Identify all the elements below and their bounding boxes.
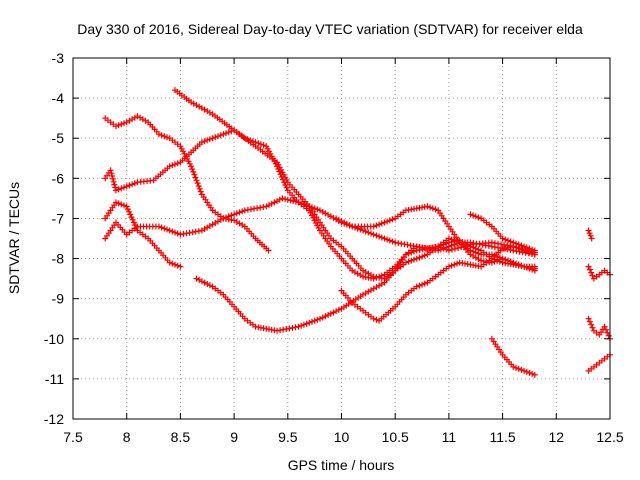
y-tick-label: -8 [52,251,65,267]
x-tick-label: 8.5 [171,429,191,445]
grid [73,58,610,419]
series-track-10 [488,335,538,378]
y-tick-label: -12 [44,411,64,427]
x-tick-label: 10 [334,429,350,445]
y-tick-label: -9 [52,291,65,307]
x-axis-label: GPS time / hours [288,457,395,473]
x-tick-label: 7.5 [63,429,83,445]
y-tick-label: -4 [52,90,65,106]
series-markers [102,195,538,258]
series-track-13 [585,315,613,342]
series-track-14 [585,351,613,374]
x-tick-label: 12 [549,429,565,445]
y-tick-label: -6 [52,170,65,186]
y-tick-label: -7 [52,210,65,226]
series-markers [193,239,538,334]
x-tick-label: 8 [123,429,131,445]
series-track-3 [102,199,184,270]
series-markers [102,199,184,270]
x-tick-label: 11 [442,429,457,445]
y-tick-label: -5 [52,130,65,146]
series-track-8 [338,243,538,324]
series-track-4 [102,195,538,258]
chart-title: Day 330 of 2016, Sidereal Day-to-day VTE… [77,21,583,37]
series-track-12 [585,263,613,282]
x-tick-label: 9.5 [278,429,298,445]
series-markers [585,315,613,342]
series-markers [172,87,538,282]
series-markers [338,243,538,324]
axis-ticks [72,57,611,420]
axis-tick-labels: 7.5 8 8.5 9 9.5 10 10.5 11 11.5 12 12.5 -12 -11 -10 -9… [44,50,624,445]
series-markers [467,211,538,254]
series-track-5 [172,87,538,282]
series-track-11 [585,227,595,242]
series-markers [585,351,613,374]
series-markers [488,335,538,378]
data-series [102,87,613,378]
y-tick-label: -11 [45,371,64,387]
y-axis-label: SDTVAR / TECUs [6,182,22,294]
series-track-6 [193,239,538,334]
series-markers [585,263,613,282]
x-tick-label: 12.5 [596,429,623,445]
x-tick-label: 9 [230,429,238,445]
y-tick-label: -3 [52,50,65,66]
y-tick-label: -10 [44,331,64,347]
x-tick-label: 11.5 [489,429,515,445]
series-markers [585,227,595,242]
series-track-9 [467,211,538,254]
x-tick-label: 10.5 [382,429,409,445]
